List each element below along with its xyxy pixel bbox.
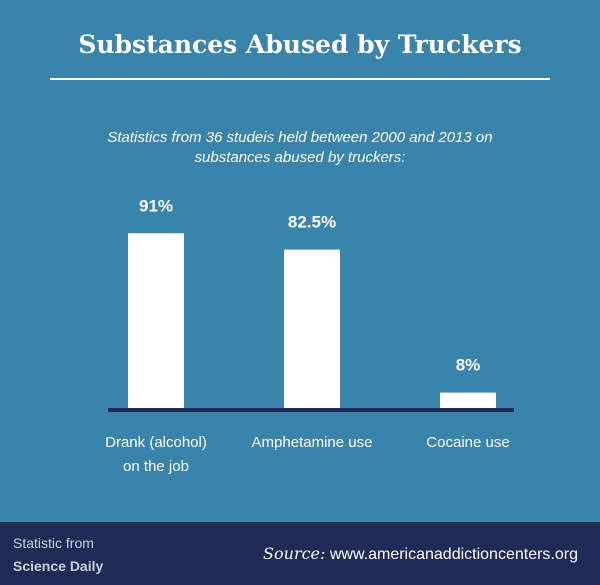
bar-0 (128, 233, 184, 408)
bar-value-label: 8% (456, 356, 481, 375)
footer-bar: Statistic from Science Daily Source: www… (0, 522, 600, 585)
bar-value-label: 82.5% (288, 213, 336, 232)
source-label: Source: (263, 544, 325, 563)
x-axis-baseline (108, 408, 514, 412)
bar-value-label: 91% (139, 196, 173, 215)
source-url[interactable]: www.americanaddictioncenters.org (330, 546, 578, 563)
footer-credit-line2: Science Daily (13, 555, 103, 578)
footer-source: Source: www.americanaddictioncenters.org (263, 544, 578, 564)
footer-credit-line1: Statistic from (13, 532, 103, 555)
category-label: Amphetamine use (252, 434, 373, 451)
category-label: Drank (alcohol) on the job (105, 434, 207, 475)
bar-2 (440, 393, 496, 408)
footer-credit: Statistic from Science Daily (13, 532, 103, 578)
category-label: Cocaine use (426, 434, 509, 451)
bar-chart: 91% Drank (alcohol) on the job 82.5% Ampheta… (0, 0, 600, 500)
bar-1 (284, 250, 340, 408)
